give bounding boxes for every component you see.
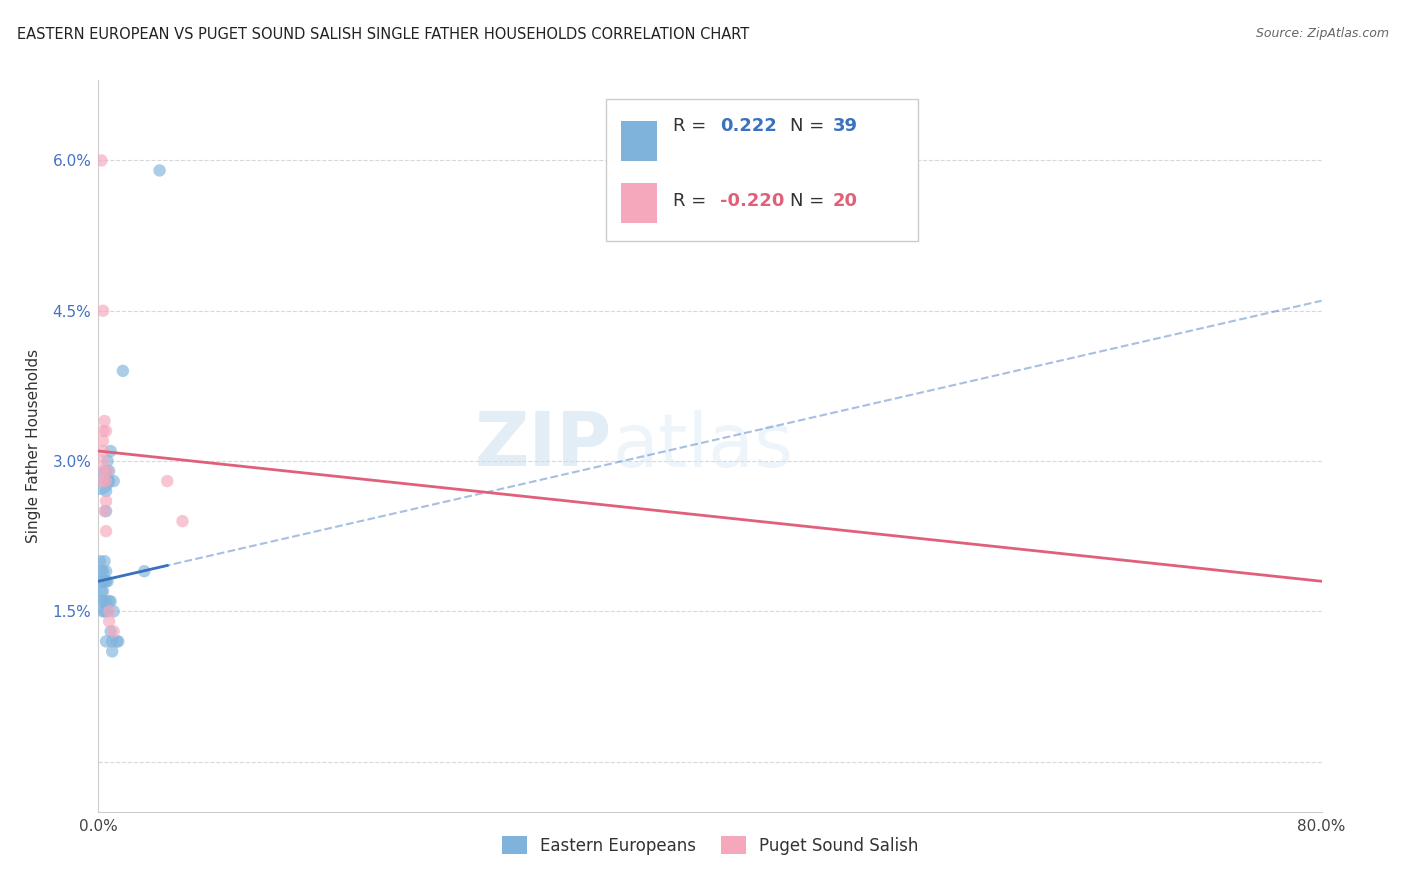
Point [100, 444, 122, 458]
Point [91, 584, 114, 599]
Point [98, 464, 121, 478]
Point [97, 574, 120, 589]
Point [91, 574, 114, 589]
Point [97, 604, 120, 618]
Point [103, 624, 125, 639]
Point [89, 554, 111, 568]
Point [91, 594, 114, 608]
Point [91, 564, 114, 578]
Point [94, 634, 117, 648]
Point [105, 634, 128, 648]
Point [94, 464, 117, 478]
Point [91, 424, 114, 438]
Point [98, 594, 121, 608]
Point [91, 444, 114, 458]
Point [94, 494, 117, 508]
Point [149, 163, 172, 178]
Point [94, 474, 117, 488]
Point [91, 464, 114, 478]
Point [90, 594, 112, 608]
Point [111, 364, 134, 378]
Point [91, 604, 114, 618]
Point [156, 474, 179, 488]
Point [101, 644, 124, 658]
Legend: Eastern Europeans, Puget Sound Salish: Eastern Europeans, Puget Sound Salish [502, 837, 918, 855]
Point [93, 574, 115, 589]
Point [94, 524, 117, 538]
Point [93, 504, 115, 518]
Text: 20: 20 [832, 192, 858, 210]
Point [94, 424, 117, 438]
Point [98, 604, 121, 618]
FancyBboxPatch shape [620, 120, 658, 161]
Point [90, 584, 112, 599]
Point [107, 634, 129, 648]
Point [97, 464, 120, 478]
Text: N =: N = [790, 117, 830, 135]
Point [134, 564, 156, 578]
Point [90, 574, 112, 589]
Point [91, 474, 114, 488]
Text: 39: 39 [832, 117, 858, 135]
Point [89, 474, 111, 488]
Point [91, 303, 114, 318]
Point [103, 604, 125, 618]
Point [94, 574, 117, 589]
Point [91, 434, 114, 448]
Point [98, 474, 121, 488]
Point [91, 454, 114, 468]
Text: R =: R = [673, 192, 713, 210]
Point [103, 474, 125, 488]
Point [97, 454, 120, 468]
Text: ZIP: ZIP [475, 409, 612, 483]
Text: -0.220: -0.220 [720, 192, 785, 210]
Point [101, 634, 124, 648]
Text: atlas: atlas [612, 409, 793, 483]
Point [93, 604, 115, 618]
Text: 0.222: 0.222 [720, 117, 776, 135]
Point [94, 594, 117, 608]
Point [172, 514, 194, 528]
Text: Source: ZipAtlas.com: Source: ZipAtlas.com [1256, 27, 1389, 40]
Point [100, 624, 122, 639]
FancyBboxPatch shape [620, 183, 658, 223]
Point [90, 153, 112, 168]
Point [93, 414, 115, 428]
Point [100, 594, 122, 608]
Point [98, 615, 121, 629]
Point [93, 554, 115, 568]
Point [90, 564, 112, 578]
Text: R =: R = [673, 117, 713, 135]
Point [97, 474, 120, 488]
Text: N =: N = [790, 192, 830, 210]
FancyBboxPatch shape [606, 98, 918, 241]
Y-axis label: Single Father Households: Single Father Households [27, 349, 42, 543]
Text: EASTERN EUROPEAN VS PUGET SOUND SALISH SINGLE FATHER HOUSEHOLDS CORRELATION CHAR: EASTERN EUROPEAN VS PUGET SOUND SALISH S… [17, 27, 749, 42]
Point [94, 504, 117, 518]
Point [94, 564, 117, 578]
Point [94, 484, 117, 499]
